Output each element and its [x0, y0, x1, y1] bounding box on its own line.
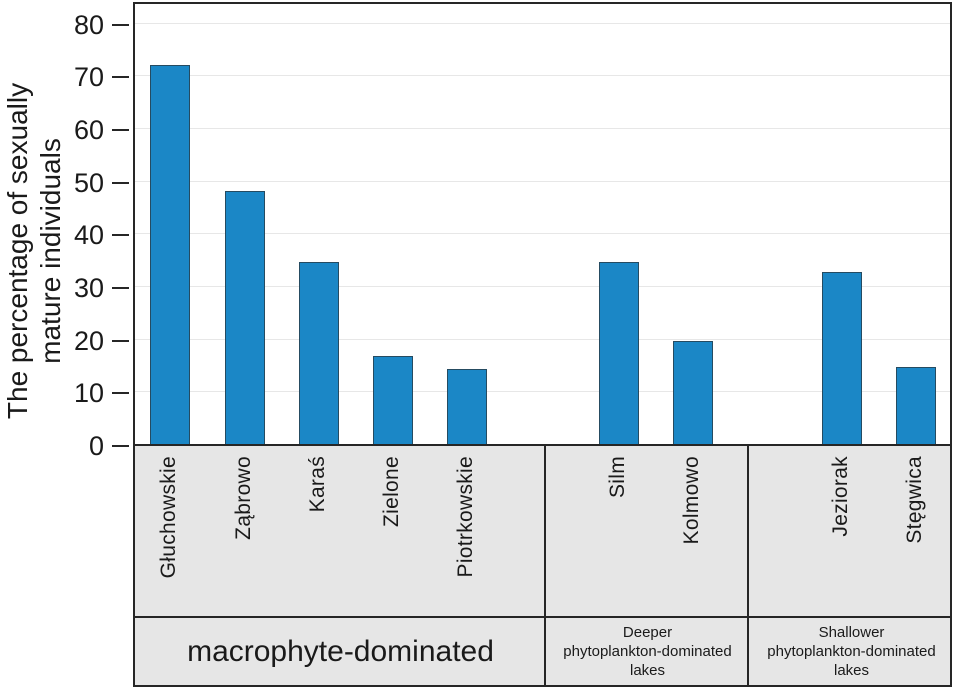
- group-label-3-line-3: lakes: [833, 662, 870, 679]
- group-divider-2: [747, 446, 749, 685]
- bar-Silm: [599, 262, 639, 444]
- y-tick-label-10: 10: [73, 378, 104, 409]
- lake-label-Piotrkowskie: Piotrkowskie: [454, 456, 477, 578]
- y-tick-label-0: 0: [88, 431, 104, 461]
- lake-label-Zielone: Zielone: [380, 456, 403, 527]
- gridline-60: [135, 128, 950, 129]
- lake-label-Stęgwica: Stęgwica: [903, 456, 926, 544]
- bar-Stęgwica: [896, 366, 936, 444]
- category-label-bands: Głuchowskie Ząbrowo Karaś Zielone Piotrkowsk…: [133, 446, 952, 687]
- y-tick-70: [112, 76, 129, 79]
- group-label-3-line-2: phytoplankton-dominated: [767, 643, 936, 660]
- y-tick-label-80: 80: [73, 9, 104, 40]
- gridline-20: [135, 338, 950, 340]
- y-axis-title-line1: The percentage of sexually: [2, 82, 33, 420]
- y-tick-label-60: 60: [73, 114, 104, 145]
- y-tick-label-20: 20: [73, 325, 104, 356]
- y-tick-10: [112, 392, 129, 395]
- bar-Zielone: [373, 356, 413, 444]
- group-label-2-line-2: phytoplankton-dominated: [563, 643, 732, 660]
- y-tick-30: [112, 286, 129, 289]
- y-tick-40: [112, 234, 129, 237]
- band-separator-line: [135, 616, 950, 618]
- group-divider-1: [544, 446, 546, 685]
- y-tick-80: [112, 23, 129, 26]
- group-label-1: macrophyte-dominated: [135, 618, 546, 685]
- gridline-70: [135, 75, 950, 77]
- bar-Kolmowo: [673, 341, 713, 444]
- y-tick-label-50: 50: [73, 167, 104, 198]
- gridline-30: [135, 286, 950, 287]
- y-tick-label-30: 30: [73, 272, 104, 303]
- bar-Głuchowskie: [150, 64, 190, 444]
- gridline-40: [135, 233, 950, 235]
- y-tick-50: [112, 181, 129, 184]
- lake-label-Silm: Silm: [606, 456, 629, 499]
- lake-label-Jeziorak: Jeziorak: [829, 456, 852, 537]
- bar-Jeziorak: [822, 271, 862, 444]
- lake-label-Kolmowo: Kolmowo: [680, 456, 703, 545]
- group-label-1-line-1: macrophyte-dominated: [187, 634, 494, 668]
- bar-Ząbrowo: [225, 191, 265, 444]
- lake-label-Karaś: Karaś: [306, 456, 329, 513]
- gridline-10: [135, 391, 950, 393]
- group-label-2: Deeper phytoplankton-dominated lakes: [546, 618, 749, 685]
- y-tick-20: [112, 339, 129, 342]
- y-tick-label-70: 70: [73, 62, 104, 93]
- bar-Piotrkowskie: [447, 369, 487, 444]
- plot-area: [133, 2, 952, 446]
- y-tick-0: [112, 445, 129, 447]
- bar-Karaś: [299, 262, 339, 444]
- lake-label-Głuchowskie: Głuchowskie: [157, 456, 180, 579]
- y-tick-60: [112, 128, 129, 131]
- gridline-80: [135, 22, 950, 24]
- gridline-50: [135, 180, 950, 182]
- y-tick-label-40: 40: [73, 220, 104, 251]
- group-label-3-line-1: Shallower: [818, 624, 885, 641]
- lake-label-Ząbrowo: Ząbrowo: [232, 456, 255, 540]
- group-label-3: Shallower phytoplankton-dominated lakes: [749, 618, 954, 685]
- group-label-2-line-1: Deeper: [622, 624, 673, 641]
- group-label-2-line-3: lakes: [629, 662, 666, 679]
